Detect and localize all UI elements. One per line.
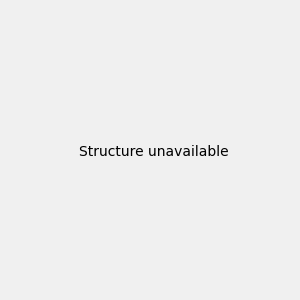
- Text: Structure unavailable: Structure unavailable: [79, 145, 229, 158]
